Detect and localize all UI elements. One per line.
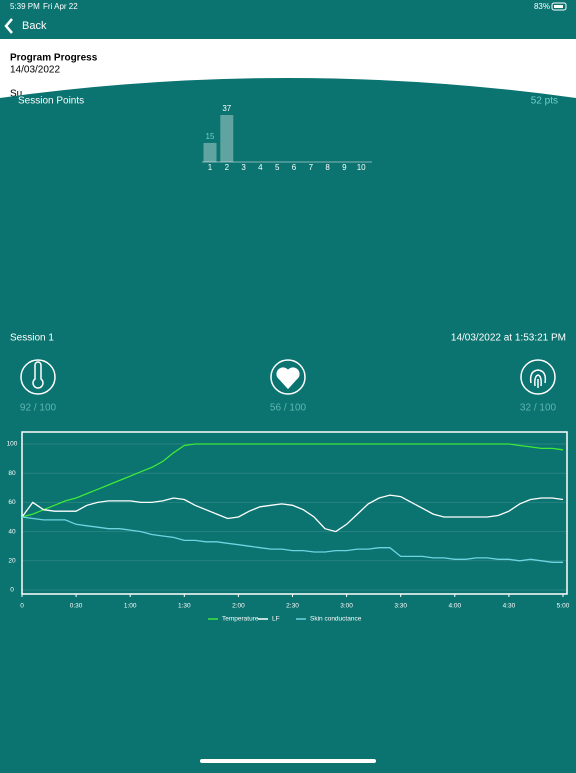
x-tick-label: 0:30 [70, 603, 83, 610]
bar-category: 6 [292, 163, 297, 172]
bar-category: 4 [258, 163, 263, 172]
bar-category: 2 [225, 163, 230, 172]
x-tick-label: 2:30 [286, 603, 299, 610]
bar-value: 15 [206, 132, 215, 141]
header-date: 14/03/2022 [10, 65, 60, 76]
y-tick-label: 100 [7, 441, 18, 448]
panel [0, 78, 576, 768]
series-line [21, 516, 563, 563]
x-tick-label: 2:00 [232, 603, 245, 610]
chart-frame [21, 431, 568, 595]
heart-icon-ring [270, 359, 306, 395]
y-tick-label: 20 [8, 558, 16, 565]
metric-label: 56 / 100 [270, 403, 307, 414]
x-tick-label: 4:30 [503, 603, 516, 610]
legend-label: Skin conductance [310, 616, 362, 623]
x-tick-label: 0 [20, 603, 24, 610]
temperature-icon [20, 359, 56, 395]
date: Fri Apr 22 [43, 2, 78, 11]
x-tick-label: 3:30 [394, 603, 407, 610]
fingerprint-icon-ring [520, 359, 556, 395]
y-tick-label: 40 [8, 528, 16, 535]
metric-icons [20, 359, 556, 395]
bar-category: 5 [275, 163, 280, 172]
bar-category: 1 [208, 163, 213, 172]
points-total: 52 pts [531, 96, 558, 107]
back-button[interactable]: Back [4, 18, 47, 34]
legend-label: LF [272, 616, 280, 623]
battery: 83% [534, 2, 550, 11]
home-indicator [200, 759, 376, 763]
bar [203, 142, 217, 162]
y-tick-label: 60 [8, 499, 16, 506]
series-line [21, 443, 564, 518]
bar-value: 37 [222, 104, 231, 113]
metric-label: 92 / 100 [20, 403, 57, 414]
back-label[interactable]: Back [22, 20, 47, 32]
battery-level [554, 5, 563, 8]
bar-category: 9 [342, 163, 347, 172]
y-tick-label: 80 [8, 470, 16, 477]
points-title: Session Points [18, 96, 84, 107]
bar-category: 3 [241, 163, 246, 172]
back-chevron[interactable] [4, 18, 13, 34]
fingerprint-icon [529, 369, 547, 388]
heart-icon [276, 367, 300, 390]
x-tick-label: 1:30 [178, 603, 191, 610]
y-tick-label: 0 [10, 587, 14, 594]
header-title: Program Progress [10, 53, 98, 64]
x-tick-label: 3:00 [340, 603, 353, 610]
bar [220, 115, 234, 162]
x-tick-label: 5:00 [557, 603, 570, 610]
thermometer [32, 361, 44, 389]
hidden-label: Su [10, 89, 22, 100]
series-line [21, 494, 564, 533]
status-bar [0, 0, 576, 40]
bar-category: 10 [357, 163, 366, 172]
session-title: Session 1 [10, 333, 54, 344]
bar-category: 8 [325, 163, 330, 172]
bar-category: 7 [309, 163, 314, 172]
x-tick-label: 4:00 [448, 603, 461, 610]
metric-label: 32 / 100 [520, 403, 557, 414]
battery-icon [551, 2, 567, 11]
session-timestamp: 14/03/2022 at 1:53:21 PM [451, 333, 566, 344]
legend-label: Temperature [222, 616, 259, 623]
time: 5:39 PM [10, 2, 40, 11]
x-tick-label: 1:00 [124, 603, 137, 610]
